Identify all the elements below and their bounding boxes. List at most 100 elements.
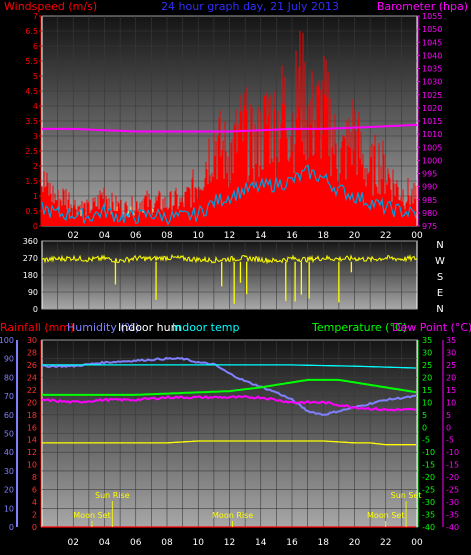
windspeed-axis-label: Windspeed (m/s): [4, 0, 97, 13]
barometer-tick-label: 1000: [422, 156, 442, 165]
x-tick-label: 08: [161, 538, 173, 548]
dewpoint-tick-label: -20: [446, 473, 459, 482]
humidity-tick-label: 30: [27, 336, 37, 345]
dewpoint-tick-label: -40: [446, 523, 459, 532]
barometer-axis-label: Barometer (hpa): [377, 0, 468, 13]
barometer-tick-label: 980: [422, 209, 437, 218]
temperature-tick-label: -15: [422, 461, 435, 470]
dewpoint-tick-label: -5: [446, 436, 454, 445]
windspeed-tick-label: 1: [33, 192, 38, 201]
direction-tick-label: 270: [23, 254, 38, 263]
panel-wind-x-axis: 02 04 06 08 10 12 14 16 18 20 22 00: [68, 231, 423, 241]
panel-temp-grid: [42, 339, 417, 528]
moon-event-label: Moon Rise: [212, 511, 253, 520]
x-tick-label: 14: [255, 538, 267, 548]
dewpoint-tick-label: 20: [446, 373, 456, 382]
windspeed-tick-label: 6.5: [25, 27, 38, 36]
temperature-tick-label: -35: [422, 511, 435, 520]
humidity-tick-label: 16: [27, 423, 37, 432]
temperature-tick-label: -5: [422, 436, 430, 445]
direction-trace: [41, 253, 418, 265]
windspeed-tick-label: 1.5: [25, 177, 38, 186]
dewpoint-tick-label: -10: [446, 448, 459, 457]
barometer-tick-label: 985: [422, 196, 437, 205]
temperature-line: [42, 378, 417, 396]
dewpoint-tick-label: -30: [446, 498, 459, 507]
barometer-tick-label: 1010: [422, 130, 442, 139]
windspeed-tick-label: 0.5: [25, 207, 38, 216]
x-tick-label: 16: [286, 538, 298, 548]
dewpoint-tick-label: 10: [446, 398, 456, 407]
windspeed-tick-label: 3: [33, 132, 38, 141]
barometer-tick-label: 1020: [422, 104, 442, 113]
x-tick-label: 06: [130, 538, 142, 548]
barometer-tick-label: 1005: [422, 143, 442, 152]
rainfall-tick-label: 20: [4, 486, 14, 495]
barometer-tick-label: 1025: [422, 91, 442, 100]
rainfall-tick-label: 0: [9, 523, 14, 532]
rainfall-tick-label: 10: [4, 504, 14, 513]
direction-tick-label: 360: [23, 237, 38, 246]
sun-event-label: Sun Rise: [95, 491, 130, 500]
humidity-tick-label: 12: [27, 448, 37, 457]
windspeed-tick-label: 2.5: [25, 147, 38, 156]
dewpoint-tick-label: 25: [446, 361, 456, 370]
indoor-temp-label: Indoor temp: [172, 321, 239, 334]
windspeed-tick-label: 2: [33, 162, 38, 171]
compass-label: W: [435, 256, 445, 267]
x-tick-label: 18: [318, 231, 330, 241]
temperature-tick-label: 5: [422, 411, 427, 420]
direction-tick-label: 90: [28, 288, 38, 297]
barometer-tick-label: 990: [422, 183, 437, 192]
temperature-tick-label: -10: [422, 448, 435, 457]
panel-temp-data: [41, 356, 417, 528]
direction-tick-label: 180: [23, 271, 38, 280]
windspeed-tick-label: 0: [33, 222, 38, 231]
rainfall-tick-label: 40: [4, 448, 14, 457]
temperature-tick-label: -20: [422, 473, 435, 482]
humidity-tick-label: 6: [32, 486, 37, 495]
temperature-tick-label: 20: [422, 373, 432, 382]
panel-direction-data: [41, 253, 418, 304]
dewpoint-tick-label: -25: [446, 486, 459, 495]
indoortemp-line: [42, 364, 416, 369]
chart-title: 24 hour graph day, 21 July 2013: [161, 0, 339, 13]
temperature-tick-label: 10: [422, 398, 432, 407]
barometer-tick-label: 1045: [422, 38, 442, 47]
moon-event-label: Moon Set: [367, 511, 404, 520]
temperature-tick-label: -25: [422, 486, 435, 495]
windspeed-tick-label: 6: [33, 42, 38, 51]
rainfall-tick-label: 60: [4, 411, 14, 420]
humidity-tick-label: 18: [27, 411, 37, 420]
panel-wind-right-axis: 975 980 985 990 995 1000 1005 1010 1015 1020 1025 1…: [417, 12, 442, 231]
panel-temp-annotations: Sun Rise Moon Set Moon Rise Moon Set Sun Set: [73, 491, 422, 527]
rainfall-tick-label: 100: [0, 336, 14, 345]
panel-direction-grid: [42, 240, 417, 310]
dewpoint-line: [41, 395, 417, 412]
barometer-tick-label: 995: [422, 170, 437, 179]
temperature-tick-label: 0: [422, 423, 427, 432]
temperature-axis-label: Temperature (°C): [311, 321, 407, 334]
humidity-tick-label: 10: [27, 461, 37, 470]
barometer-tick-label: 1050: [422, 25, 442, 34]
panel-wind-left-axis: 0 0.5 1 1.5 2 2.5 3 3.5 4 4.5 5 5.5 6 6.5 7: [25, 12, 42, 231]
rainfall-axis-label: Rainfall (mm): [0, 321, 74, 334]
x-tick-label: 20: [349, 231, 361, 241]
humidity-tick-label: 8: [32, 473, 37, 482]
indoorhum-line: [42, 440, 416, 446]
rainfall-tick-label: 30: [4, 467, 14, 476]
temperature-tick-label: 35: [422, 336, 432, 345]
direction-tick-label: 0: [33, 305, 38, 314]
windspeed-tick-label: 4.5: [25, 87, 38, 96]
barometer-tick-label: 1040: [422, 51, 442, 60]
indoor-hum-label: Indoor hum: [118, 321, 181, 334]
windspeed-tick-label: 5.5: [25, 57, 38, 66]
humidity-tick-label: 2: [32, 511, 37, 520]
x-tick-label: 00: [411, 231, 423, 241]
barometer-tick-label: 1015: [422, 117, 442, 126]
humidity-tick-label: 0: [32, 523, 37, 532]
x-tick-label: 10: [193, 538, 205, 548]
barometer-tick-label: 975: [422, 222, 437, 231]
